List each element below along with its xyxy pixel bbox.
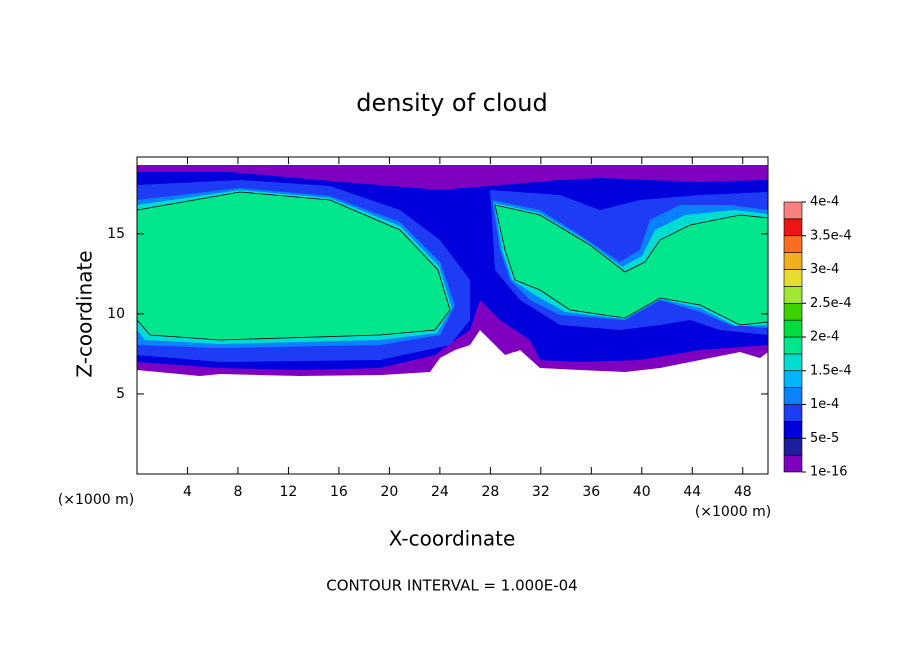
- x-axis-label: X-coordinate: [389, 527, 516, 551]
- x-tick-label: 12: [280, 484, 298, 500]
- plot-frame: [136, 156, 769, 475]
- colorbar-label: 5e-5: [810, 431, 839, 446]
- y-tick-label: 5: [116, 386, 125, 402]
- x-tick-label: 20: [380, 484, 398, 500]
- colorbar-label: 3e-4: [810, 262, 839, 277]
- colorbar-band: [783, 252, 803, 270]
- colorbar-label: 2.5e-4: [810, 296, 852, 311]
- colorbar-label: 1e-16: [810, 465, 848, 480]
- x-unit: (×1000 m): [695, 504, 771, 520]
- colorbar-band: [783, 336, 803, 355]
- colorbar-band: [783, 437, 803, 456]
- colorbar-band: [783, 454, 803, 473]
- colorbar-band: [783, 201, 803, 220]
- colorbar-band: [783, 319, 803, 338]
- x-tick-label: 44: [683, 484, 701, 500]
- colorbar-band: [783, 269, 803, 287]
- colorbar-band: [783, 302, 803, 321]
- colorbar-band: [783, 235, 803, 253]
- y-tick-label: 15: [107, 226, 125, 242]
- colorbar-band: [783, 387, 803, 405]
- footnote: CONTOUR INTERVAL = 1.000E-04: [326, 577, 577, 595]
- x-tick-label: 48: [734, 484, 752, 500]
- colorbar-label: 2e-4: [810, 330, 839, 345]
- y-axis-label: Z-coordinate: [73, 250, 97, 377]
- x-tick-label: 16: [330, 484, 348, 500]
- chart-title: density of cloud: [356, 89, 547, 117]
- x-tick-label: 4: [183, 484, 192, 500]
- colorbar-band: [783, 218, 803, 237]
- colorbar-band: [783, 370, 803, 388]
- y-tick-label: 10: [107, 306, 125, 322]
- colorbar-label: 3.5e-4: [810, 228, 852, 243]
- colorbar-band: [783, 421, 803, 439]
- colorbar-label: 1e-4: [810, 397, 839, 412]
- x-tick-label: 24: [431, 484, 449, 500]
- x-tick-label: 28: [481, 484, 499, 500]
- x-tick-label: 8: [233, 484, 242, 500]
- colorbar-band: [783, 286, 803, 304]
- contour-field: [136, 165, 769, 376]
- colorbar-label: 1.5e-4: [810, 363, 852, 378]
- colorbar-label: 4e-4: [810, 195, 839, 210]
- colorbar-band: [783, 353, 803, 372]
- y-unit: (×1000 m): [58, 492, 134, 508]
- x-tick-label: 40: [633, 484, 651, 500]
- x-tick-label: 36: [582, 484, 600, 500]
- colorbar-band: [783, 404, 803, 422]
- x-tick-label: 32: [532, 484, 550, 500]
